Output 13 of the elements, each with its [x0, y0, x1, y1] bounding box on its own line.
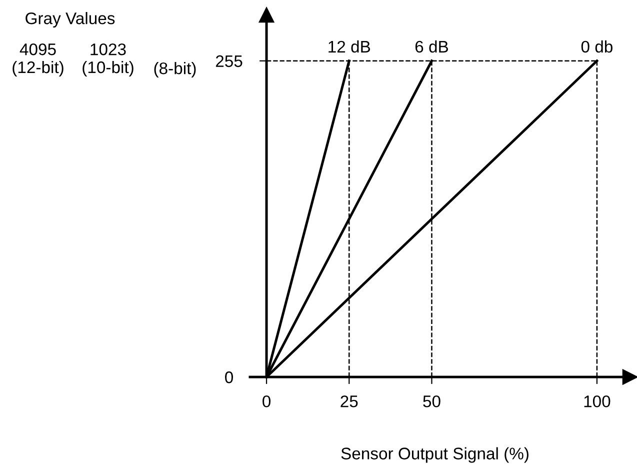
x-tick-label: 25: [340, 395, 358, 408]
x-tick-label: 100: [584, 395, 610, 408]
text: (8-bit): [154, 62, 196, 78]
text: 1023 (10-bit): [82, 43, 134, 76]
x-tick-label: 50: [423, 395, 440, 408]
text: 4095 (12-bit): [12, 43, 64, 76]
series-label: 6 dB: [415, 40, 448, 53]
series-label: 0 db: [581, 40, 612, 53]
text: Gray Values: [26, 12, 115, 28]
x-tick-label: 0: [262, 395, 271, 408]
y-tick-label: 255: [216, 55, 242, 68]
x-axis-title: Sensor Output Signal (%): [341, 447, 528, 463]
series-label: 12 dB: [328, 40, 370, 53]
